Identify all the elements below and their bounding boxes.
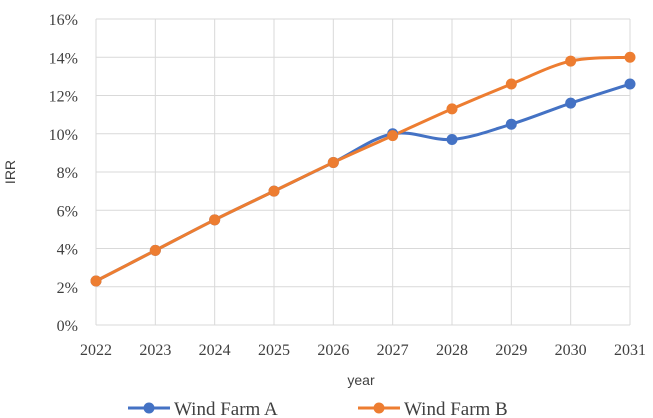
data-point-series-2 [446, 103, 458, 115]
legend-marker-2 [373, 402, 385, 414]
data-point-series-2 [149, 244, 161, 256]
x-tick-label: 2028 [436, 342, 468, 359]
data-point-series-2 [387, 130, 399, 142]
legend-label-2: Wind Farm B [404, 399, 508, 418]
x-tick-label: 2027 [377, 342, 409, 359]
x-tick-label: 2026 [317, 342, 349, 359]
x-axis-label: year [347, 372, 375, 388]
y-tick-label: 4% [57, 242, 78, 259]
x-tick-label: 2024 [199, 342, 231, 359]
data-point-series-2 [90, 275, 102, 287]
y-tick-label: 2% [57, 280, 78, 297]
x-tick-label: 2031 [614, 342, 646, 359]
data-point-series-1 [565, 97, 577, 109]
y-tick-label: 0% [57, 318, 78, 335]
x-tick-label: 2029 [495, 342, 527, 359]
y-axis-ticks: 0% 2% 4% 6% 8% 10% 12% 14% 16% [49, 12, 78, 335]
x-axis-ticks: 2022 2023 2024 2025 2026 2027 2028 2029 2030 2031 [80, 342, 646, 359]
data-point-series-2 [209, 214, 221, 226]
series-markers [90, 51, 636, 287]
x-tick-label: 2030 [555, 342, 587, 359]
series-lines [95, 55, 631, 283]
x-tick-label: 2025 [258, 342, 290, 359]
data-point-series-2 [624, 51, 636, 63]
data-point-series-2 [505, 78, 517, 90]
legend-label-1: Wind Farm A [174, 399, 278, 418]
y-axis-label: IRR [2, 160, 18, 184]
data-point-series-1 [505, 118, 517, 130]
y-tick-label: 12% [49, 89, 78, 106]
x-tick-label: 2023 [139, 342, 171, 359]
y-tick-label: 10% [49, 127, 78, 144]
data-point-series-1 [446, 133, 458, 145]
y-tick-label: 6% [57, 203, 78, 220]
series-line-2 [95, 55, 631, 283]
horizontal-gridlines [96, 18, 630, 326]
data-point-series-2 [327, 156, 339, 168]
y-tick-label: 8% [57, 165, 78, 182]
x-tick-label: 2022 [80, 342, 112, 359]
data-point-series-1 [624, 78, 636, 90]
y-tick-label: 16% [49, 12, 78, 29]
data-point-series-2 [565, 55, 577, 67]
series-line-1 [95, 82, 631, 283]
legend: Wind Farm A Wind Farm B [128, 399, 508, 418]
data-point-series-2 [268, 185, 280, 197]
legend-marker-1 [143, 402, 155, 414]
y-tick-label: 14% [49, 50, 78, 67]
